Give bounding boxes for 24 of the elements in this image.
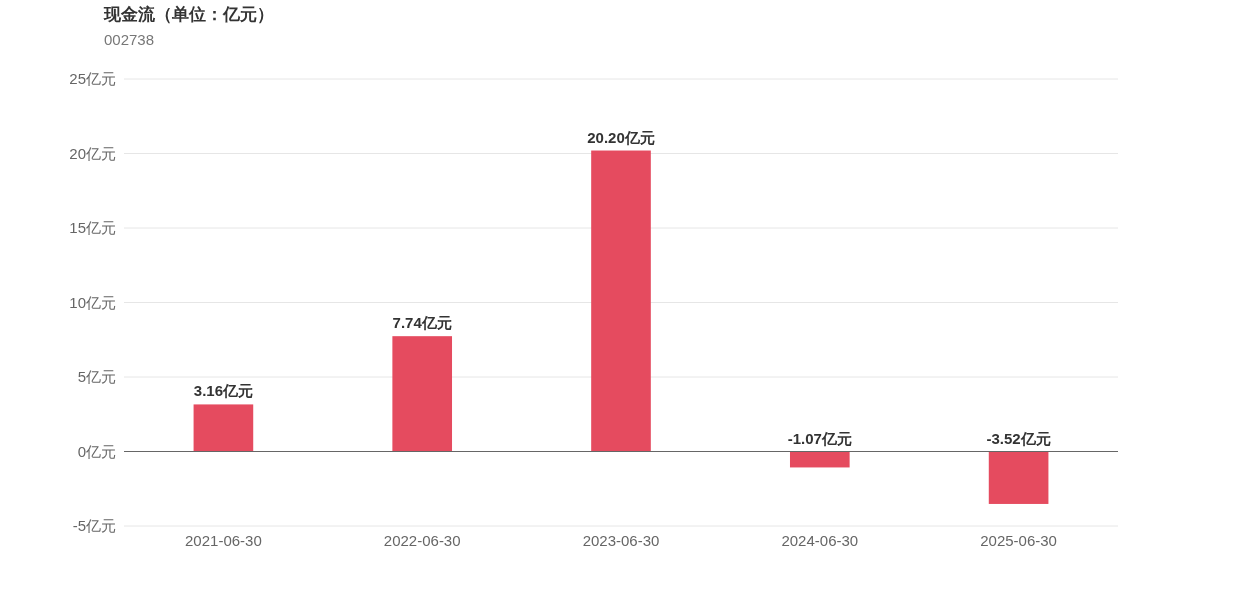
x-tick-label: 2023-06-30	[582, 532, 660, 549]
data-label: -1.07亿元	[787, 429, 852, 447]
bar	[591, 150, 651, 452]
x-tick-label: 2024-06-30	[781, 532, 859, 549]
data-label: 20.20亿元	[587, 128, 655, 146]
x-tick-label: 2025-06-30	[980, 532, 1057, 549]
bar	[193, 404, 254, 452]
chart-subtitle: 002738	[104, 31, 155, 48]
y-tick-label: 25亿元	[69, 70, 116, 88]
y-tick-label: 10亿元	[69, 293, 116, 311]
y-tick-label: 15亿元	[69, 219, 116, 237]
x-tick-label: 2022-06-30	[383, 532, 461, 549]
y-tick-label: 20亿元	[69, 144, 116, 162]
data-label: -3.52亿元	[986, 429, 1051, 447]
y-tick-label: 5亿元	[77, 368, 116, 386]
chart-title: 现金流（单位：亿元）	[103, 5, 274, 24]
y-tick-label: 0亿元	[77, 442, 116, 460]
bar	[988, 451, 1049, 504]
data-label: 7.74亿元	[392, 314, 452, 332]
y-tick-label: -5亿元	[72, 517, 116, 535]
x-tick-label: 2021-06-30	[185, 532, 262, 549]
bar	[789, 451, 850, 468]
data-label: 3.16亿元	[193, 382, 253, 400]
bar	[392, 336, 453, 452]
